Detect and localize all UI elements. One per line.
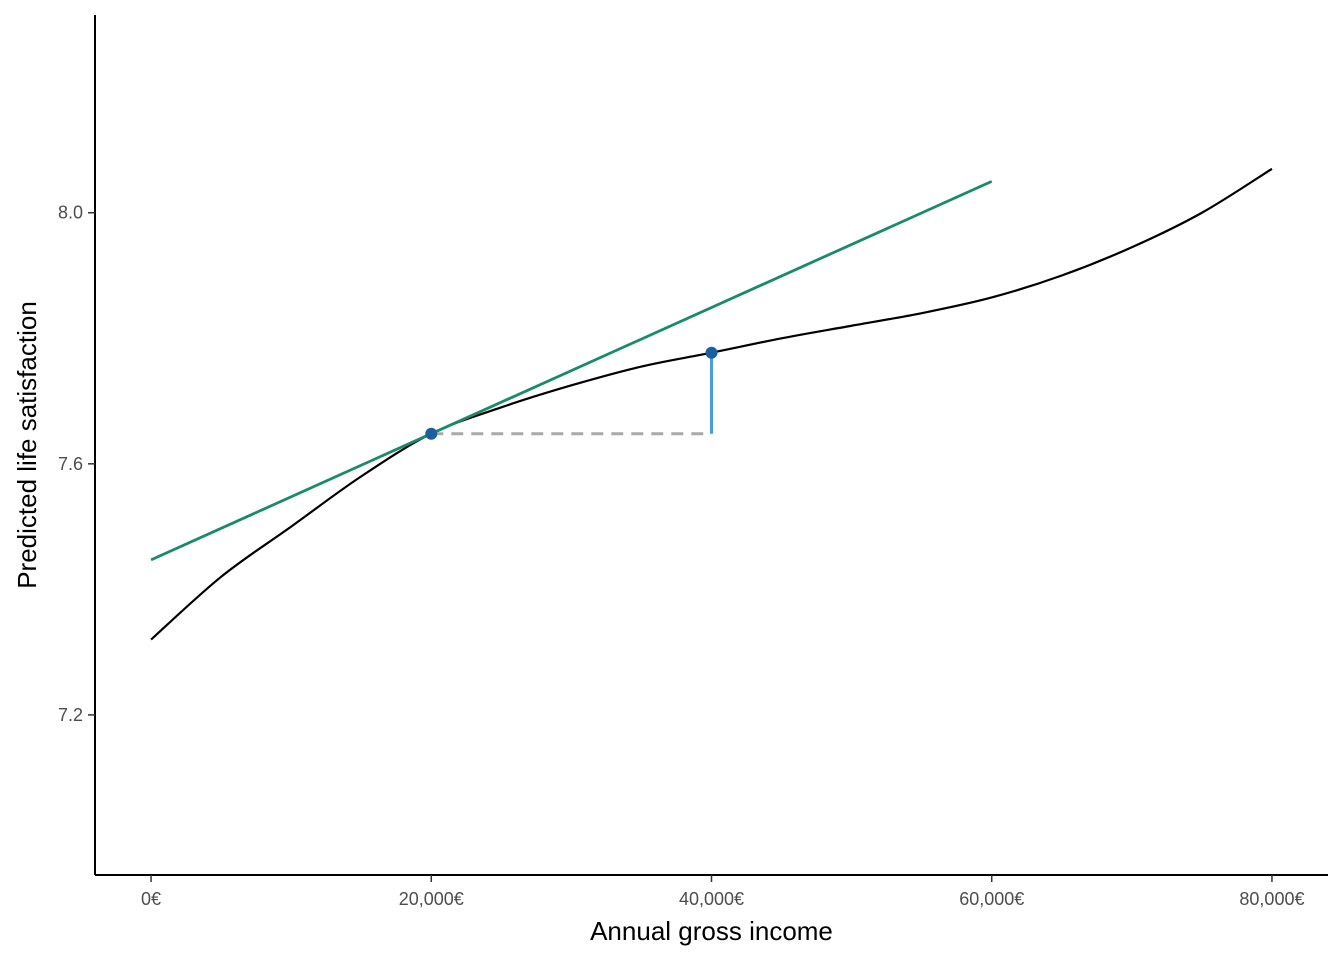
x-tick-label: 0€: [141, 889, 161, 909]
x-tick-label: 60,000€: [959, 889, 1024, 909]
x-tick-label: 20,000€: [399, 889, 464, 909]
y-axis-title: Predicted life satisfaction: [12, 301, 42, 589]
y-tick-label: 8.0: [58, 203, 83, 223]
data-point-1: [425, 427, 438, 440]
data-point-2: [705, 346, 718, 359]
tangent-line-line: [150, 180, 993, 562]
axes: 0€ 20,000€ 40,000€ 60,000€ 80,000€ 7.2 7.6 8.0: [58, 15, 1328, 909]
y-tick-label: 7.6: [58, 454, 83, 474]
x-tick-label: 80,000€: [1239, 889, 1304, 909]
x-axis-title: Annual gross income: [590, 916, 833, 946]
y-tick-label: 7.2: [58, 705, 83, 725]
x-tick-label: 40,000€: [679, 889, 744, 909]
plot-area: [150, 167, 1273, 641]
